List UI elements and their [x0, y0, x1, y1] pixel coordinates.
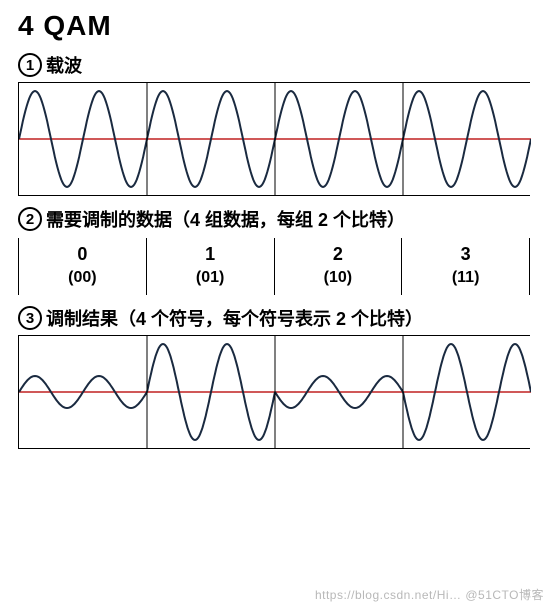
- section-1-label: 1 载波: [18, 52, 536, 78]
- carrier-wave-chart: [18, 82, 530, 196]
- data-cell: 3 (11): [402, 238, 530, 295]
- data-bits: (11): [402, 269, 529, 287]
- data-idx: 3: [402, 244, 529, 265]
- data-bits: (10): [275, 269, 402, 287]
- circled-1-icon: 1: [18, 53, 42, 77]
- data-cell: 2 (10): [275, 238, 403, 295]
- data-idx: 2: [275, 244, 402, 265]
- section-2-label: 2 需要调制的数据（4 组数据，每组 2 个比特）: [18, 206, 536, 232]
- circled-2-icon: 2: [18, 207, 42, 231]
- data-idx: 1: [147, 244, 274, 265]
- data-groups-row: 0 (00)1 (01)2 (10)3 (11): [18, 238, 530, 295]
- data-bits: (00): [19, 269, 146, 287]
- section-1-text: 载波: [46, 52, 82, 78]
- section-3-text: 调制结果（4 个符号，每个符号表示 2 个比特）: [46, 305, 423, 331]
- data-cell: 1 (01): [147, 238, 275, 295]
- section-3-label: 3 调制结果（4 个符号，每个符号表示 2 个比特）: [18, 305, 536, 331]
- circled-3-icon: 3: [18, 306, 42, 330]
- data-cell: 0 (00): [19, 238, 147, 295]
- section-2-text: 需要调制的数据（4 组数据，每组 2 个比特）: [46, 206, 405, 232]
- data-bits: (01): [147, 269, 274, 287]
- data-idx: 0: [19, 244, 146, 265]
- watermark-text: https://blog.csdn.net/Hi… @51CTO博客: [315, 586, 544, 603]
- result-wave-chart: [18, 335, 530, 449]
- page-title: 4 QAM: [18, 10, 536, 42]
